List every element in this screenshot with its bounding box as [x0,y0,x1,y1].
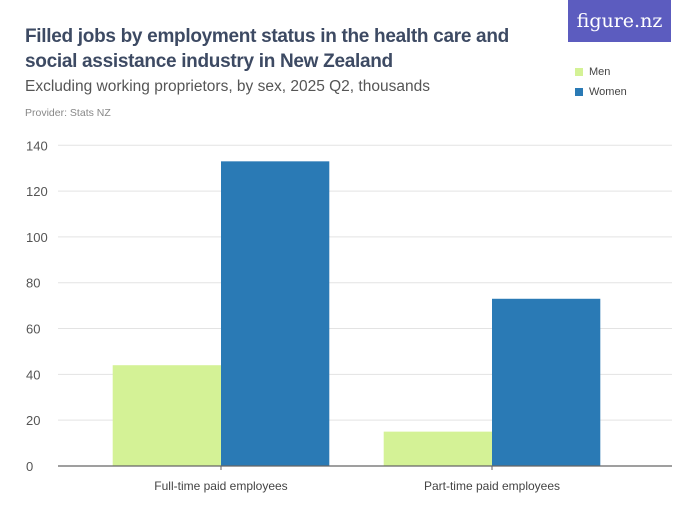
y-tick-label: 60 [26,322,40,337]
y-tick-label: 100 [26,230,48,245]
chart-title: Filled jobs by employment status in the … [25,26,509,72]
provider-label: Provider: Stats NZ [25,107,111,119]
y-tick-label: 80 [26,276,40,291]
legend-swatch-women [575,88,583,96]
legend-item-women: Women [575,82,627,102]
bar-men [383,431,492,466]
legend-item-men: Men [575,62,627,82]
bar-women [492,298,601,466]
legend-label: Women [589,86,627,98]
y-tick-label: 140 [26,138,48,153]
x-tick-label: Part-time paid employees [424,479,560,493]
legend-swatch-men [575,68,583,76]
y-tick-label: 120 [26,184,48,199]
chart-subtitle: Excluding working proprietors, by sex, 2… [25,78,430,95]
bar-men [112,365,221,466]
y-tick-label: 40 [26,367,40,382]
y-tick-label: 20 [26,413,40,428]
y-tick-label: 0 [26,459,33,474]
x-tick-label: Full-time paid employees [154,479,287,493]
legend-label: Men [589,66,611,78]
figure-nz-logo[interactable]: figure.nz [568,0,671,42]
bar-women [221,161,330,466]
legend: Men Women [575,62,627,102]
